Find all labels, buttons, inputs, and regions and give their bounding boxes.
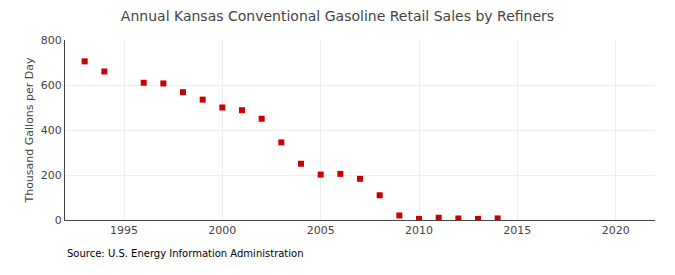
svg-text:2010: 2010 [405, 224, 433, 237]
svg-text:0: 0 [55, 214, 62, 227]
svg-text:200: 200 [41, 169, 62, 182]
svg-text:2005: 2005 [307, 224, 335, 237]
svg-text:400: 400 [41, 124, 62, 137]
svg-text:2000: 2000 [208, 224, 236, 237]
svg-text:Thousand Gallons per Day: Thousand Gallons per Day [23, 57, 36, 204]
svg-text:600: 600 [41, 79, 62, 92]
svg-text:2015: 2015 [503, 224, 531, 237]
svg-text:1995: 1995 [110, 224, 138, 237]
svg-text:2020: 2020 [602, 224, 630, 237]
svg-text:Annual Kansas Conventional Gas: Annual Kansas Conventional Gasoline Reta… [121, 8, 554, 24]
svg-text:800: 800 [41, 34, 62, 47]
svg-text:Source: U.S. Energy Informatio: Source: U.S. Energy Information Administ… [67, 248, 304, 259]
